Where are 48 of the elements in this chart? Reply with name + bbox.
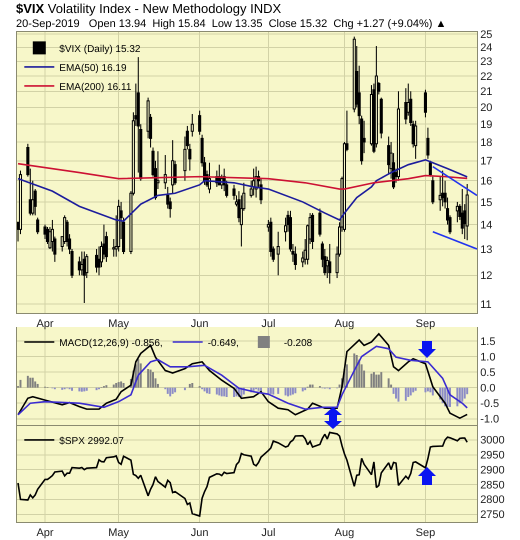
- chart-title: $VIX Volatility Index - New Methodology INDX: [16, 1, 282, 16]
- y-tick-label: 0.0: [480, 382, 496, 395]
- y-tick-label: 24: [480, 42, 492, 54]
- legend-label: EMA(50) 16.19: [59, 62, 127, 74]
- x-tick-label: Jul: [261, 318, 276, 330]
- y-tick-label: 20: [480, 102, 492, 114]
- x-tick-label: May: [108, 318, 130, 330]
- y-tick-label: 22: [480, 70, 492, 83]
- x-tick-label: Aug: [334, 527, 354, 540]
- legend-label: EMA(200) 16.11: [59, 82, 132, 93]
- legend-label: -0.208: [284, 338, 313, 349]
- y-tick-label: 17: [480, 156, 492, 168]
- y-tick-label: 25: [480, 28, 492, 41]
- y-tick-label: 12: [480, 270, 492, 282]
- y-tick-label: 2750: [480, 509, 505, 522]
- x-tick-label: Apr: [36, 527, 54, 540]
- y-tick-label: 2800: [480, 494, 505, 506]
- y-tick-label: 13: [480, 244, 492, 256]
- y-tick-label: 1.0: [480, 351, 496, 364]
- y-tick-label: 18: [480, 136, 492, 149]
- y-tick-label: 0.5: [480, 366, 496, 379]
- legend-label: -0.649,: [208, 338, 239, 349]
- legend-label: $SPX 2992.07: [59, 436, 124, 447]
- y-tick-label: 23: [480, 56, 492, 68]
- y-tick-label: 11: [480, 298, 492, 311]
- x-tick-label: Apr: [36, 318, 54, 330]
- y-tick-label: 1.5: [480, 336, 496, 348]
- y-tick-label: 2900: [480, 464, 505, 476]
- legend-label: $VIX (Daily) 15.32: [59, 44, 141, 55]
- y-tick-label: 19: [480, 119, 492, 132]
- x-tick-label: Jun: [190, 527, 209, 540]
- x-tick-label: Sep: [416, 527, 436, 540]
- y-tick-label: 2950: [480, 450, 505, 462]
- y-tick-label: -1.0: [480, 414, 500, 426]
- y-tick-label: 16: [480, 176, 492, 188]
- y-tick-label: 21: [480, 86, 492, 98]
- legend-label: MACD(12,26,9) -0.856,: [59, 338, 163, 349]
- y-tick-label: 2850: [480, 479, 505, 492]
- x-tick-label: May: [108, 527, 130, 540]
- y-tick-label: 15: [480, 196, 492, 209]
- y-tick-label: 14: [480, 219, 492, 232]
- x-tick-label: Sep: [416, 318, 436, 330]
- y-tick-label: 3000: [480, 434, 505, 447]
- y-tick-label: -0.5: [480, 398, 500, 410]
- x-tick-label: Aug: [334, 318, 354, 330]
- x-tick-label: Jul: [261, 527, 276, 540]
- x-tick-label: Jun: [190, 318, 209, 330]
- chart-subtitle: 20-Sep-2019 Open 13.94 High 15.84 Low 13.35 Close 15.32 Chg +1.27 (+9.04%) ▲: [16, 18, 446, 30]
